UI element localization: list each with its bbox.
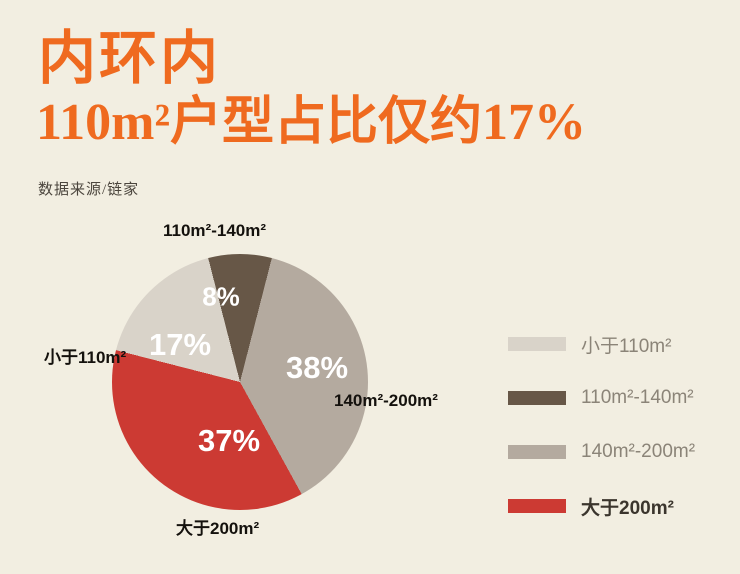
legend-item: 大于200m² [508, 496, 695, 519]
slice-label-140-200: 140m²-200m² [334, 391, 438, 410]
legend-item: 小于110m² [508, 334, 695, 357]
legend-swatch-under-110 [508, 337, 566, 351]
page-subtitle: 110m²户型占比仅约17% [36, 94, 587, 151]
legend-item: 140m²-200m² [508, 441, 696, 462]
legend-label: 小于110m² [581, 335, 672, 357]
pie-chart [112, 254, 368, 510]
slice-label-110-140: 110m²-140m² [163, 221, 267, 240]
legend-swatch-over-200 [508, 499, 566, 513]
page-title: 内环内 [38, 26, 222, 91]
slice-value-over-200: 37% [197, 423, 261, 458]
legend: 小于110m² 110m²-140m² 140m²-200m² 大于200m² [508, 334, 695, 550]
legend-swatch-110-140 [508, 391, 566, 405]
slice-label-under-110: 小于110m² [44, 348, 127, 367]
legend-swatch-140-200 [508, 445, 566, 459]
legend-item: 110m²-140m² [508, 387, 695, 408]
slice-value-140-200: 38% [285, 350, 349, 385]
legend-label: 140m²-200m² [581, 441, 696, 462]
legend-label: 110m²-140m² [581, 387, 694, 408]
data-source: 数据来源/链家 [38, 182, 140, 198]
slice-value-110-140: 8% [202, 281, 240, 312]
slice-value-under-110: 17% [148, 327, 212, 362]
legend-label: 大于200m² [581, 497, 674, 519]
slice-label-over-200: 大于200m² [176, 519, 260, 538]
